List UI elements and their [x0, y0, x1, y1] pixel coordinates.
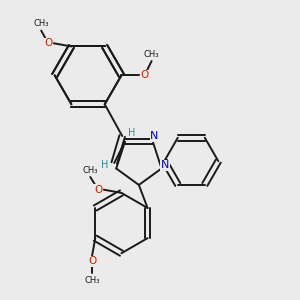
Text: O: O: [44, 38, 52, 48]
Text: O: O: [88, 256, 96, 266]
Text: CH₃: CH₃: [84, 276, 100, 285]
Text: CH₃: CH₃: [33, 19, 49, 28]
Text: N: N: [160, 160, 169, 170]
Text: O: O: [140, 70, 149, 80]
Text: H: H: [101, 160, 108, 170]
Text: H: H: [128, 128, 135, 138]
Text: CH₃: CH₃: [144, 50, 159, 59]
Text: O: O: [94, 185, 102, 195]
Text: N: N: [150, 131, 159, 141]
Text: CH₃: CH₃: [82, 166, 98, 175]
